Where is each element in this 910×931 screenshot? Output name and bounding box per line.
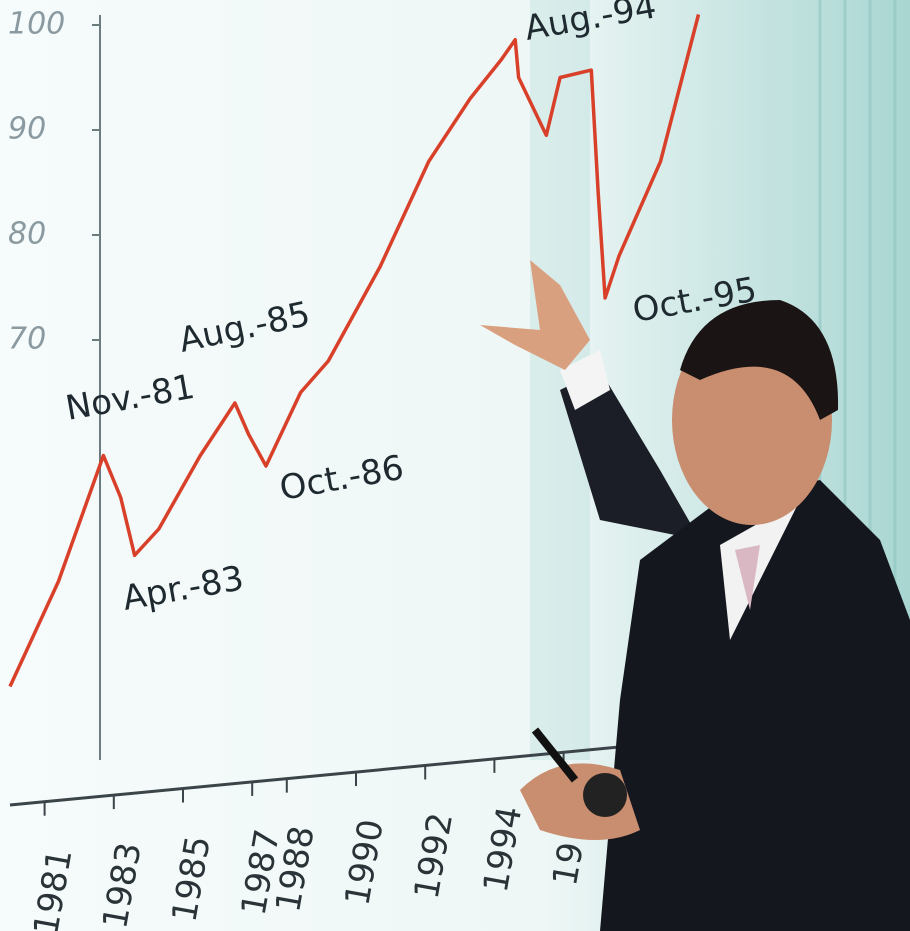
y-tick-label: 100: [8, 7, 65, 42]
y-tick-label: 80: [8, 217, 46, 252]
watch: [583, 773, 627, 817]
x-tick-label: 19: [545, 839, 592, 889]
photo: 1009080701981198319851987198819901992199…: [0, 0, 910, 931]
y-tick-label: 70: [8, 322, 46, 357]
y-tick-label: 90: [8, 112, 46, 147]
